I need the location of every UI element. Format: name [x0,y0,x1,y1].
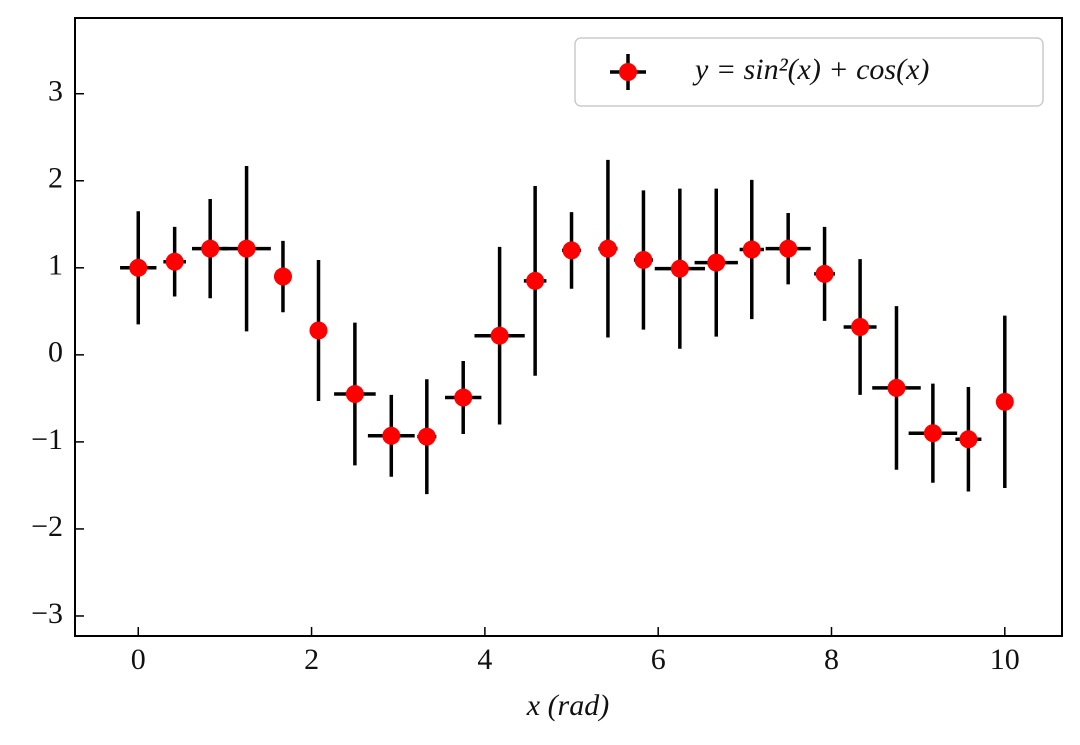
x-tick-label: 4 [477,643,492,676]
y-tick-label: 2 [48,162,63,195]
data-point [417,427,436,446]
legend-label: y = sin²(x) + cos(x) [692,53,929,86]
data-point [201,239,220,258]
data-point [815,264,834,283]
x-tick-label: 10 [990,643,1020,676]
data-point [779,239,798,258]
x-axis-label: x (rad) [526,689,609,722]
data-point [490,326,509,345]
data-point [382,426,401,445]
x-tick-label: 0 [131,643,146,676]
plot-frame [74,17,1063,637]
data-point [309,321,328,340]
data-point [742,240,761,259]
data-point [959,430,978,449]
y-tick-label: 1 [48,249,63,282]
y-tick-label: 3 [48,75,63,108]
legend-marker [619,63,637,81]
data-point [129,258,148,277]
data-point [526,271,545,290]
data-point [345,385,364,404]
x-tick-label: 2 [304,643,319,676]
data-point [995,392,1014,411]
legend-box [574,37,1044,107]
data-point [670,259,689,278]
data-point [634,250,653,269]
y-tick-label: −3 [31,597,63,630]
x-tick-label: 6 [651,643,666,676]
data-point [165,252,184,271]
y-tick-label: −1 [31,423,63,456]
data-point [923,424,942,443]
data-point [887,378,906,397]
data-point [454,388,473,407]
data-point [707,253,726,272]
data-point [851,318,870,336]
data-point [273,267,292,286]
data-point [237,239,256,258]
data-point [562,241,581,260]
data-point [598,239,617,258]
y-tick-label: 0 [48,336,63,369]
y-tick-label: −2 [31,510,63,543]
x-tick-label: 8 [824,643,839,676]
